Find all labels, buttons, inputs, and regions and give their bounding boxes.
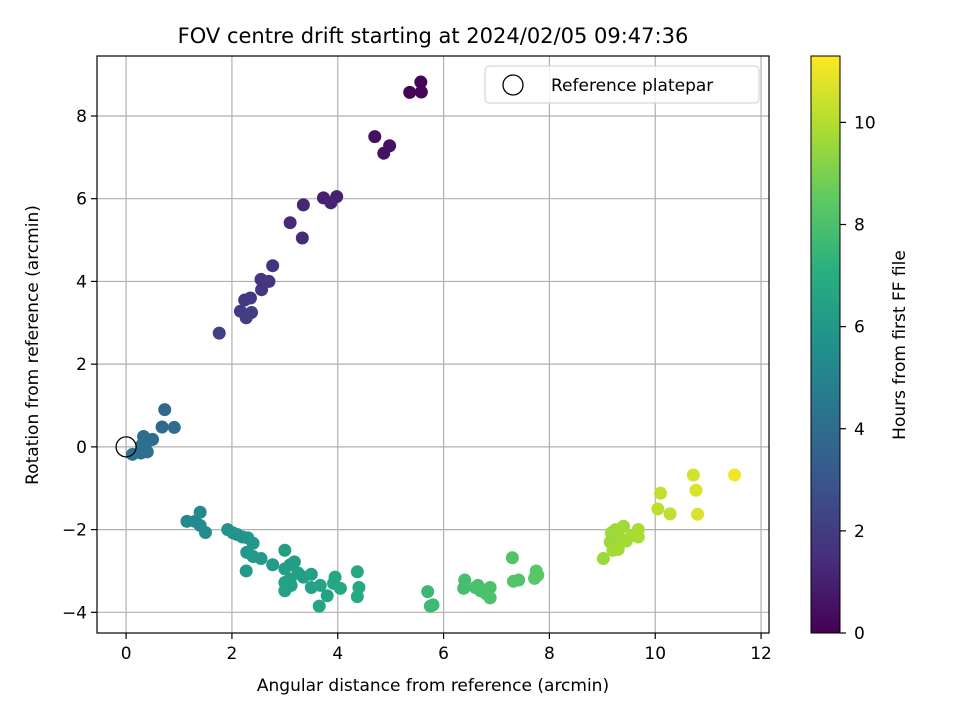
data-point [403, 85, 417, 99]
data-point [167, 420, 181, 434]
data-point [414, 85, 428, 99]
data-point [324, 196, 338, 210]
data-point [528, 571, 542, 585]
data-point [320, 589, 334, 603]
data-point [414, 75, 428, 89]
data-point [663, 507, 677, 521]
colorbar-label: Hours from first FF file [890, 250, 910, 440]
data-point [254, 552, 268, 566]
x-axis-label: Angular distance from reference (arcmin) [257, 676, 609, 696]
data-point [686, 468, 700, 482]
data-point [296, 198, 310, 212]
data-point [313, 578, 327, 592]
legend-label: Reference platepar [551, 76, 713, 96]
grid [97, 56, 769, 633]
data-point [691, 507, 705, 521]
data-point [728, 468, 742, 482]
data-point [368, 130, 382, 144]
reference-platepar-point [115, 436, 137, 458]
data-point [421, 585, 435, 599]
y-tick-label: 8 [76, 107, 87, 127]
data-point [255, 283, 269, 297]
data-point [377, 146, 391, 160]
x-tick-label: 4 [332, 644, 343, 664]
legend-marker [502, 74, 524, 96]
plot-frame [96, 55, 770, 634]
data-point [239, 311, 253, 325]
legend-box [484, 65, 760, 104]
data-point [239, 564, 253, 578]
colorbar-tick-label: 8 [854, 216, 865, 236]
data-point [423, 599, 437, 613]
data-point [505, 551, 519, 565]
data-point [238, 293, 252, 307]
data-point [631, 530, 645, 544]
data-point [278, 562, 292, 576]
colorbar-ticks: 0 2 4 6 8 10 [840, 113, 876, 644]
data-point [283, 216, 297, 230]
data-point [483, 581, 497, 595]
data-point [246, 536, 260, 550]
data-point [266, 558, 280, 572]
legend: Reference platepar [484, 65, 760, 104]
y-tick-label: −4 [62, 603, 87, 623]
data-points [125, 75, 742, 613]
data-point [266, 259, 280, 273]
y-tick-label: −2 [62, 521, 87, 541]
y-tick-label: 4 [76, 272, 87, 292]
data-point [212, 326, 226, 340]
colorbar-tick-label: 10 [854, 113, 876, 133]
data-point [350, 565, 364, 579]
data-point [457, 581, 471, 595]
y-tick-label: 0 [76, 438, 87, 458]
x-tick-label: 10 [644, 644, 666, 664]
data-point [483, 591, 497, 605]
colorbar-tick-label: 4 [854, 420, 865, 440]
x-tick-label: 8 [544, 644, 555, 664]
x-tick-label: 12 [750, 644, 772, 664]
data-point [606, 543, 620, 557]
y-tick-label: 2 [76, 355, 87, 375]
colorbar-tick-label: 2 [854, 522, 865, 542]
data-point [651, 502, 665, 516]
data-point [278, 584, 292, 598]
x-tick-label: 0 [121, 644, 132, 664]
data-point [287, 555, 301, 569]
data-point [262, 274, 276, 288]
x-tick-label: 2 [227, 644, 238, 664]
y-tick-label: 6 [76, 190, 87, 210]
data-point [304, 567, 318, 581]
colorbar-tick-label: 0 [854, 624, 865, 644]
axis-ticks: 0 2 4 6 8 10 12 −4 −2 0 2 4 6 8 [62, 107, 772, 664]
data-point [158, 403, 172, 417]
data-point [596, 552, 610, 566]
data-point [198, 525, 212, 539]
data-point [512, 573, 526, 587]
colorbar [810, 55, 841, 634]
reference-marker [115, 436, 137, 458]
data-point [350, 590, 364, 604]
x-tick-label: 6 [438, 644, 449, 664]
data-point [327, 576, 341, 590]
y-axis-label: Rotation from reference (arcmin) [23, 205, 43, 485]
data-point [295, 231, 309, 245]
data-point [312, 599, 326, 613]
data-point [689, 483, 703, 497]
chart-title: FOV centre drift starting at 2024/02/05 … [178, 24, 689, 48]
data-point [155, 420, 169, 434]
data-point [278, 543, 292, 557]
colorbar-tick-label: 6 [854, 318, 865, 338]
data-point [654, 486, 668, 500]
